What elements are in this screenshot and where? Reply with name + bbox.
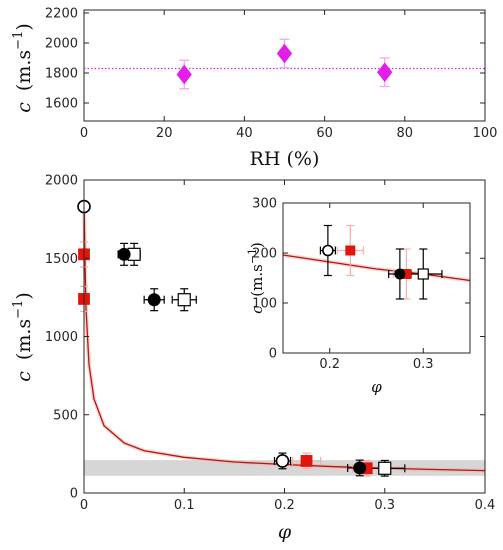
phi-xtick-label: 0.3 <box>374 498 395 513</box>
inset-curve-layer <box>282 253 471 283</box>
rh-xtick-label: 60 <box>316 126 333 141</box>
rh-diamond-point <box>377 62 393 83</box>
rh-ylabel-unit: (m.s <box>13 50 35 91</box>
rh-ytick-label: 1800 <box>45 67 78 82</box>
inset-point-open-square <box>417 268 429 280</box>
phi-ytick-label: 0 <box>70 487 78 502</box>
phi-ylabel-exp: −1 <box>11 300 26 319</box>
rh-ylabel: c (m.s−1) <box>11 23 35 113</box>
inset-ylabel: c (m.s−1) <box>246 242 266 314</box>
phi-ylabel-unit: (m.s <box>13 319 35 360</box>
phi-point-open-square <box>177 293 191 307</box>
phi-point-filled-circle <box>147 293 161 307</box>
phi-point-red-square <box>300 455 313 467</box>
inset-xtick-label: 0.2 <box>319 357 340 372</box>
phi-xtick-label: 0.1 <box>174 498 195 513</box>
phi-ylabel: c (m.s−1) <box>11 292 35 382</box>
inset-point-red-square <box>345 245 356 256</box>
inset-point-open-circle <box>322 244 334 257</box>
inset-ytick-label: 0 <box>269 346 277 361</box>
phi-xtick-label: 0.2 <box>274 498 295 513</box>
rh-xtick-label: 0 <box>80 126 88 141</box>
inset-ytick-label: 100 <box>252 296 277 311</box>
rh-panel-frame <box>83 9 486 122</box>
phi-ylabel-close: ) <box>13 292 35 299</box>
inset-frame <box>282 202 471 354</box>
rh-panel: 0 20 40 60 80 100 1600 1800 2000 2200 RH (%) c (m… <box>11 7 497 170</box>
phi-point-filled-circle <box>353 461 367 475</box>
rh-xlabel: RH (%) <box>250 148 320 170</box>
inset-xlabel: φ <box>371 378 382 396</box>
phi-point-filled-circle <box>117 247 131 261</box>
phi-point-open-square <box>378 461 392 475</box>
phi-ytick-label: 2000 <box>45 174 78 189</box>
rh-xtick-label: 20 <box>156 126 173 141</box>
inset-marks <box>319 224 443 300</box>
inset-panel: 0.2 0.3 0 100 200 300 φ c (m.s−1) <box>246 196 471 396</box>
rh-xtick-label: 40 <box>236 126 253 141</box>
inset-ylabel-close: ) <box>248 242 266 248</box>
rh-panel-marks <box>84 38 485 90</box>
phi-ytick-label: 1000 <box>45 330 78 345</box>
inset-point-filled-circle <box>394 268 406 280</box>
inset-ylabel-var: c <box>248 305 266 314</box>
phi-xlabel: φ <box>278 521 292 543</box>
rh-ytick-label: 2200 <box>45 7 78 22</box>
phi-ytick-label: 1500 <box>45 252 78 267</box>
rh-ylabel-exp: −1 <box>11 31 26 50</box>
rh-ylabel-close: ) <box>13 23 35 30</box>
rh-ytick-label: 1600 <box>45 97 78 112</box>
rh-xtick-label: 80 <box>397 126 414 141</box>
inset-ylabel-unit: (m.s <box>248 264 266 297</box>
inset-ytick-label: 300 <box>252 196 277 211</box>
rh-diamond-point <box>176 64 192 85</box>
rh-ylabel-var: c <box>13 102 35 113</box>
rh-xtick-label: 100 <box>473 126 498 141</box>
phi-xtick-label: 0.4 <box>475 498 496 513</box>
inset-ylabel-exp: −1 <box>246 248 259 264</box>
inset-ticks: 0.2 0.3 0 100 200 300 <box>252 196 470 372</box>
inset-xtick-label: 0.3 <box>413 357 434 372</box>
inset-ytick-label: 200 <box>252 246 277 261</box>
rh-ytick-label: 2000 <box>45 37 78 52</box>
rh-panel-ticks: 0 20 40 60 80 100 1600 1800 2000 2200 <box>45 7 498 141</box>
inset-fit-curve <box>282 254 471 282</box>
phi-xtick-label: 0 <box>80 498 88 513</box>
phi-ytick-label: 500 <box>53 408 78 423</box>
phi-point-open-circle <box>275 454 290 468</box>
phi-ylabel-var: c <box>13 371 35 382</box>
rh-diamond-point <box>276 43 293 64</box>
